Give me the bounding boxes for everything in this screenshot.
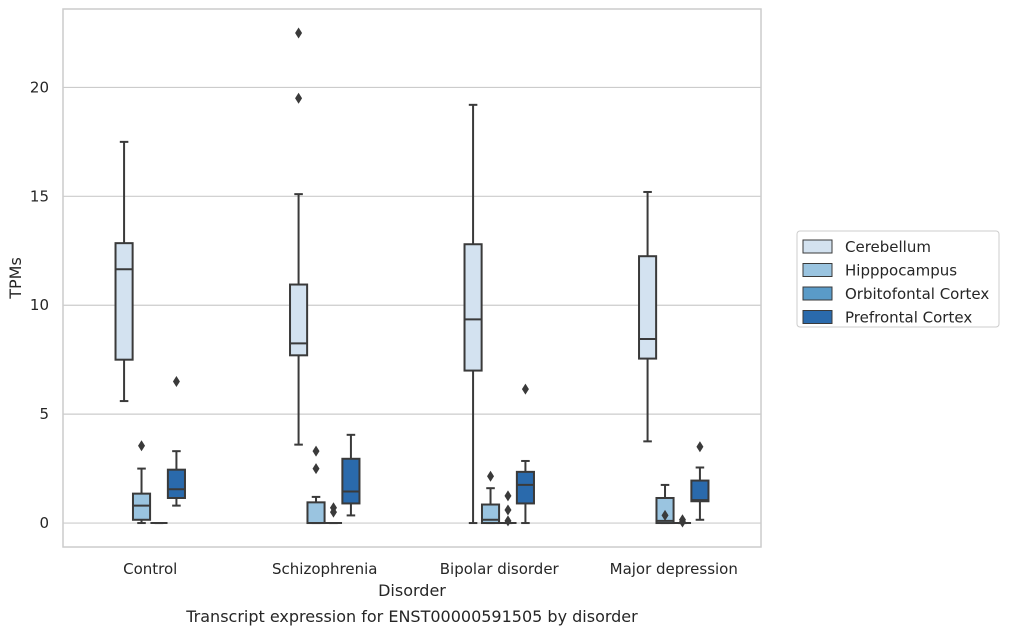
box-cerebellum-3: [638, 190, 658, 443]
x-tick-label: Control: [123, 560, 177, 578]
outlier-point: [329, 506, 337, 518]
y-tick-label: 20: [30, 78, 49, 96]
y-tick-label: 5: [39, 405, 49, 423]
outlier-point: [661, 509, 669, 521]
box-prefrontal-cortex-3: [690, 441, 710, 521]
outlier-point: [504, 504, 512, 516]
box-cerebellum-1: [289, 27, 309, 446]
legend-swatch: [802, 263, 833, 277]
box-cerebellum-0: [114, 140, 134, 403]
legend-label: Cerebellum: [845, 238, 931, 256]
box-orbitofontal-cortex-2: [499, 490, 517, 527]
box-prefrontal-cortex-2: [515, 383, 535, 525]
legend-swatch: [802, 239, 833, 254]
box-hipppocampus-2: [480, 470, 501, 525]
figure-caption: Transcript expression for ENST0000059150…: [185, 607, 638, 626]
legend-label: Prefrontal Cortex: [845, 309, 972, 327]
box-iqr: [114, 242, 134, 361]
legend-label: Hipppocampus: [845, 262, 957, 280]
outlier-point: [312, 463, 320, 475]
y-tick-label: 10: [30, 296, 49, 314]
box-cerebellum-2: [463, 103, 483, 525]
box-iqr: [341, 457, 361, 505]
box-iqr: [515, 470, 535, 505]
x-tick-labels: Control Schizophrenia Bipolar disorder Majo…: [123, 560, 738, 578]
box-iqr: [166, 468, 186, 499]
outlier-point: [295, 27, 303, 39]
box-iqr: [690, 479, 710, 503]
outlier-point: [678, 516, 686, 528]
x-axis-label: Disorder: [378, 581, 446, 600]
legend-swatch: [802, 310, 833, 324]
box-iqr: [289, 283, 309, 357]
box-orbitofontal-cortex-3: [673, 514, 692, 528]
box-iqr: [306, 501, 326, 525]
x-tick-label: Bipolar disorder: [440, 560, 560, 578]
y-tick-labels: 0 5 10 15 20: [30, 78, 49, 532]
box-iqr: [638, 255, 658, 360]
plot-area: [114, 27, 710, 528]
y-tick-label: 15: [30, 187, 49, 205]
outlier-point: [295, 92, 303, 104]
outlier-point: [504, 490, 512, 502]
y-tick-label: 0: [39, 514, 49, 532]
legend-swatch: [802, 286, 833, 301]
y-axis-label: TPMs: [6, 257, 25, 300]
outlier-point: [696, 441, 704, 453]
box-iqr: [463, 243, 483, 372]
box-iqr: [480, 503, 501, 525]
legend: Cerebellum Hipppocampus Orbitofontal Corte…: [796, 230, 1000, 328]
box-hipppocampus-1: [306, 445, 326, 525]
x-tick-label: Major depression: [610, 560, 738, 578]
gridlines: [63, 86, 761, 524]
box-iqr: [131, 492, 152, 521]
outlier-point: [487, 470, 495, 482]
box-prefrontal-cortex-1: [341, 433, 361, 517]
outlier-point: [312, 445, 320, 457]
outlier-point: [172, 375, 180, 387]
box-hipppocampus-3: [655, 483, 675, 525]
box-hipppocampus-0: [131, 440, 152, 525]
legend-label: Orbitofontal Cortex: [845, 285, 989, 303]
x-tick-label: Schizophrenia: [272, 560, 377, 578]
legend-frame: [796, 230, 1000, 328]
box-orbitofontal-cortex-1: [324, 502, 343, 525]
axes-frame: [62, 8, 762, 548]
outlier-point: [521, 383, 529, 395]
box-prefrontal-cortex-0: [166, 375, 186, 507]
outlier-point: [504, 515, 512, 527]
outlier-point: [138, 440, 146, 452]
